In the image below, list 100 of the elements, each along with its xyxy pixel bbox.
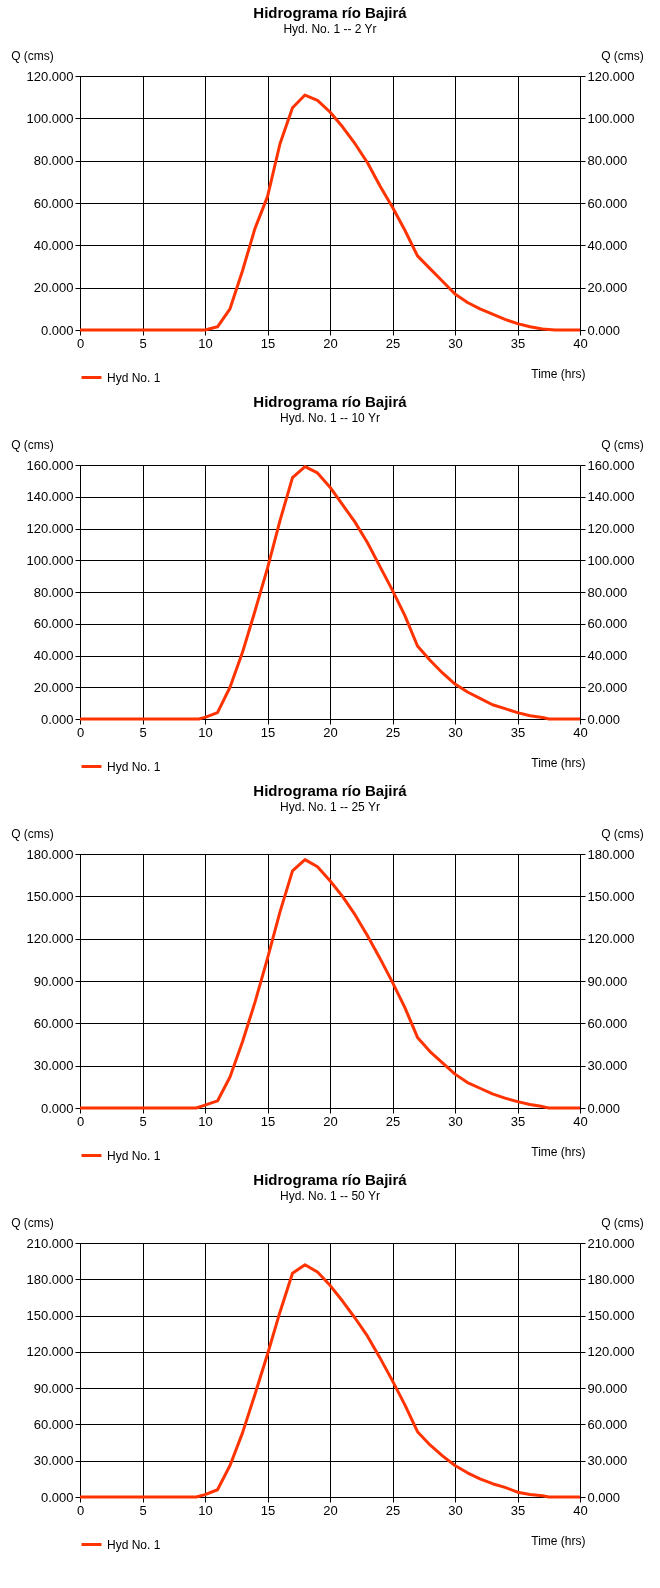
y2-tick-label: 150.000: [587, 888, 635, 904]
y2-tick-label: 0.000: [587, 1489, 621, 1505]
x-tick-label: 10: [198, 1502, 213, 1518]
x-tick-label: 10: [198, 1113, 213, 1129]
line-series: [78, 858, 582, 1110]
y-tick-label: 90.000: [33, 1380, 74, 1396]
x-tick-label: 20: [323, 724, 338, 740]
line-series: [78, 93, 582, 332]
x-tick-label: 30: [448, 1502, 463, 1518]
x-tick-label: 15: [260, 724, 276, 740]
chart-subtitle: Hyd. No. 1 -- 50 Yr: [280, 1189, 380, 1203]
y2-tick-label: 180.000: [587, 1271, 635, 1287]
chart-title: Hidrograma río Bajirá: [253, 393, 408, 410]
x-axis-title: Time (hrs): [531, 366, 586, 381]
y2-axis-title: Q (cms): [601, 826, 644, 841]
chart-title: Hidrograma río Bajirá: [253, 1171, 408, 1188]
y2-tick-label: 30.000: [587, 1453, 628, 1469]
y-tick-label: 120.000: [26, 931, 74, 947]
y2-tick-label: 210.000: [587, 1235, 635, 1251]
y2-tick-label: 100.000: [587, 110, 635, 126]
chart-title: Hidrograma río Bajirá: [253, 4, 408, 21]
y2-tick-label: 160.000: [587, 457, 635, 473]
legend-label: Hyd No. 1: [107, 1148, 161, 1163]
x-tick-label: 35: [510, 724, 526, 740]
x-axis-title: Time (hrs): [531, 1533, 586, 1548]
y-tick-label: 80.000: [33, 584, 74, 600]
x-tick-label: 20: [323, 1502, 338, 1518]
y-tick-label: 0.000: [40, 322, 74, 338]
y-tick-label: 100.000: [26, 552, 74, 568]
y2-tick-label: 0.000: [587, 711, 621, 727]
x-tick-label: 20: [323, 1113, 338, 1129]
y-tick-label: 150.000: [26, 1308, 74, 1324]
y2-tick-label: 60.000: [587, 1015, 628, 1031]
y-tick-label: 30.000: [33, 1453, 74, 1469]
x-tick-label: 25: [385, 724, 401, 740]
y-tick-label: 90.000: [33, 973, 74, 989]
x-tick-label: 35: [510, 1113, 526, 1129]
y-tick-label: 20.000: [33, 679, 74, 695]
chart-title: Hidrograma río Bajirá: [253, 782, 408, 799]
x-tick-label: 35: [510, 335, 526, 351]
x-tick-label: 40: [573, 724, 588, 740]
legend-label: Hyd No. 1: [107, 759, 161, 774]
y2-tick-label: 180.000: [587, 846, 635, 862]
x-tick-label: 5: [139, 1113, 147, 1129]
y-tick-label: 20.000: [33, 280, 74, 296]
y-tick-label: 160.000: [26, 457, 74, 473]
y-axis-title: Q (cms): [11, 1215, 54, 1230]
legend-label: Hyd No. 1: [107, 1537, 161, 1552]
legend-label: Hyd No. 1: [107, 370, 161, 385]
y-tick-label: 30.000: [33, 1058, 74, 1074]
x-tick-label: 30: [448, 335, 463, 351]
y-tick-label: 40.000: [33, 648, 74, 663]
y2-tick-label: 60.000: [587, 616, 628, 632]
y-tick-label: 60.000: [33, 1416, 74, 1432]
x-tick-label: 40: [573, 1502, 588, 1518]
x-tick-label: 0: [76, 724, 85, 740]
x-tick-label: 0: [76, 1113, 85, 1129]
y2-tick-label: 120.000: [587, 68, 635, 84]
x-tick-label: 0: [76, 335, 85, 351]
chart-subtitle: Hyd. No. 1 -- 25 Yr: [280, 800, 380, 814]
y2-tick-label: 90.000: [587, 973, 628, 989]
x-tick-label: 0: [76, 1502, 85, 1518]
y2-tick-label: 0.000: [587, 322, 621, 338]
chart-subtitle: Hyd. No. 1 -- 10 Yr: [280, 411, 380, 425]
y-tick-label: 140.000: [26, 489, 74, 505]
y-tick-label: 60.000: [33, 195, 74, 211]
x-tick-label: 20: [323, 335, 338, 351]
x-tick-label: 10: [198, 724, 213, 740]
y-tick-label: 150.000: [26, 888, 74, 904]
y2-axis-title: Q (cms): [601, 1215, 644, 1230]
chart-subtitle: Hyd. No. 1 -- 2 Yr: [283, 22, 377, 36]
y2-tick-label: 60.000: [587, 1416, 628, 1432]
y2-tick-label: 60.000: [587, 195, 628, 211]
x-tick-label: 15: [260, 1113, 276, 1129]
y2-tick-label: 150.000: [587, 1308, 635, 1324]
y-axis-title: Q (cms): [11, 437, 54, 452]
y2-tick-label: 0.000: [587, 1100, 621, 1116]
y-axis-title: Q (cms): [11, 48, 54, 63]
y2-tick-label: 20.000: [587, 280, 628, 296]
x-tick-label: 15: [260, 335, 276, 351]
y2-tick-label: 90.000: [587, 1380, 628, 1396]
x-tick-label: 5: [139, 335, 147, 351]
x-tick-label: 40: [573, 1113, 588, 1129]
x-tick-label: 25: [385, 1502, 401, 1518]
x-tick-label: 30: [448, 1113, 463, 1129]
x-tick-label: 15: [260, 1502, 276, 1518]
y2-tick-label: 20.000: [587, 679, 628, 695]
x-tick-label: 25: [385, 335, 401, 351]
y-tick-label: 120.000: [26, 68, 74, 84]
x-tick-label: 10: [198, 335, 213, 351]
y2-tick-label: 120.000: [587, 1344, 635, 1360]
y2-tick-label: 40.000: [587, 648, 628, 663]
y-axis-title: Q (cms): [11, 826, 54, 841]
y2-tick-label: 30.000: [587, 1058, 628, 1074]
y2-tick-label: 100.000: [587, 552, 635, 568]
y-tick-label: 0.000: [40, 711, 74, 727]
y2-axis-title: Q (cms): [601, 437, 644, 452]
line-series: [78, 465, 582, 721]
y2-tick-label: 80.000: [587, 153, 628, 169]
y-tick-label: 80.000: [33, 153, 74, 169]
